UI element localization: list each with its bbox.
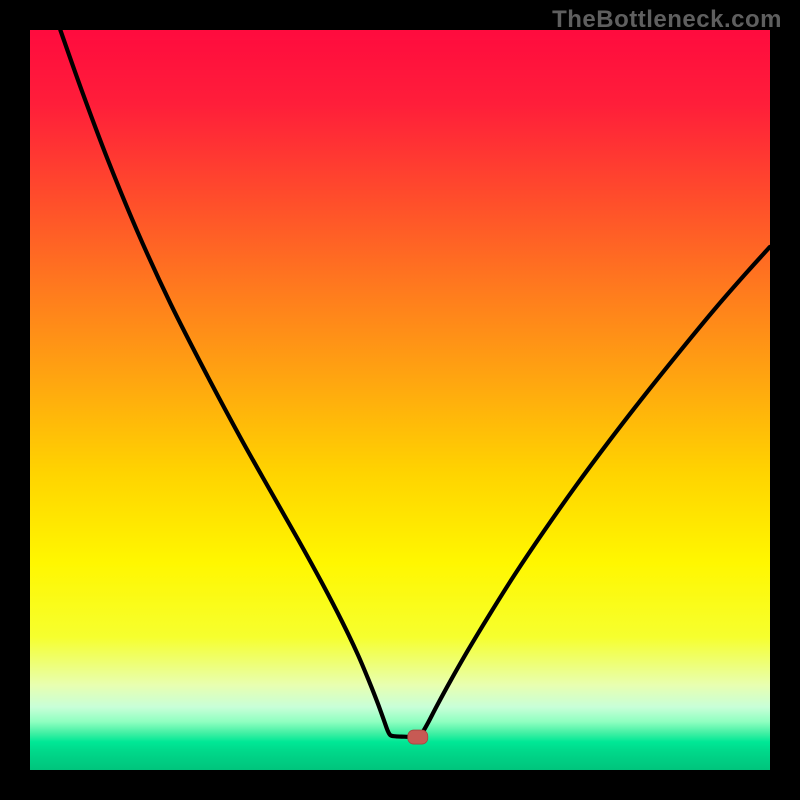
chart-stage: TheBottleneck.com — [0, 0, 800, 800]
plot-gradient-background — [30, 30, 770, 770]
chart-svg — [0, 0, 800, 800]
watermark-text: TheBottleneck.com — [552, 6, 782, 34]
bottleneck-marker — [408, 730, 428, 744]
